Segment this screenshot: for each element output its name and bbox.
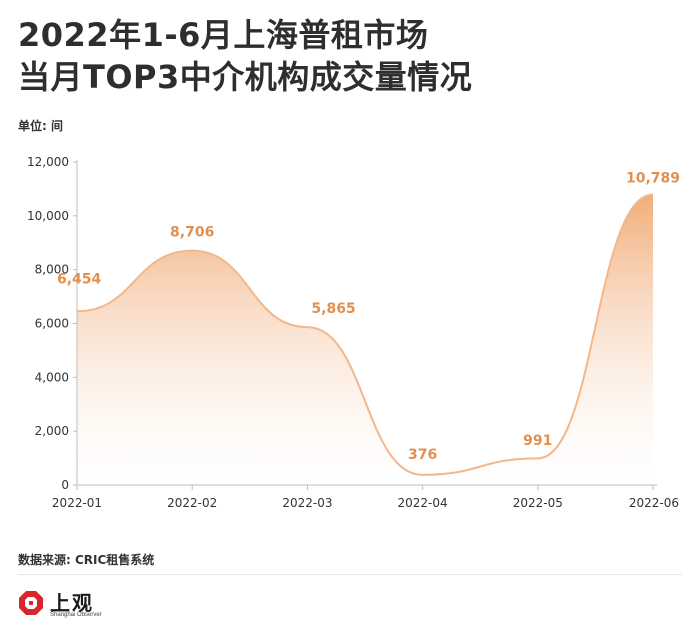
footer-divider [18,574,682,575]
data-label: 6,454 [57,271,102,287]
unit-label: 单位: 间 [18,119,63,133]
area-chart: 0 2,000 4,000 6,000 8,000 10,000 12,000 2022-01… [27,155,680,510]
data-label: 376 [408,447,437,463]
y-tick-label: 8,000 [35,263,69,277]
y-tick-label: 2,000 [35,424,69,438]
x-tick-label: 2022-04 [398,496,448,510]
area-fill [77,194,653,486]
data-label: 10,789 [626,171,680,187]
data-source: 数据来源: CRIC租售系统 [18,553,155,567]
title-line-1: 2022年1-6月上海普租市场 [18,16,429,54]
y-tick-label: 0 [61,478,69,492]
logo-name-en: Shanghai Observer [50,612,102,618]
data-label: 8,706 [170,225,214,241]
data-label: 5,865 [311,301,355,317]
x-tick-label: 2022-03 [282,496,332,510]
y-tick-label: 12,000 [27,155,69,169]
data-label: 991 [523,433,552,449]
logo-name-cn: 上观 [50,591,94,615]
shanghai-observer-logo: 上观 Shanghai Observer [18,586,138,622]
x-tick-label: 2022-05 [513,496,563,510]
x-tick-label: 2022-02 [167,496,217,510]
y-tick-label: 10,000 [27,209,69,223]
x-tick-label: 2022-06 [629,496,679,510]
x-tick-label: 2022-01 [52,496,102,510]
title-line-2: 当月TOP3中介机构成交量情况 [18,58,473,96]
logo-mark-icon [19,591,43,615]
series-line [76,193,654,476]
y-tick-label: 4,000 [35,370,69,384]
y-tick-label: 6,000 [35,317,69,331]
chart-title: 2022年1-6月上海普租市场 当月TOP3中介机构成交量情况 [18,14,688,98]
